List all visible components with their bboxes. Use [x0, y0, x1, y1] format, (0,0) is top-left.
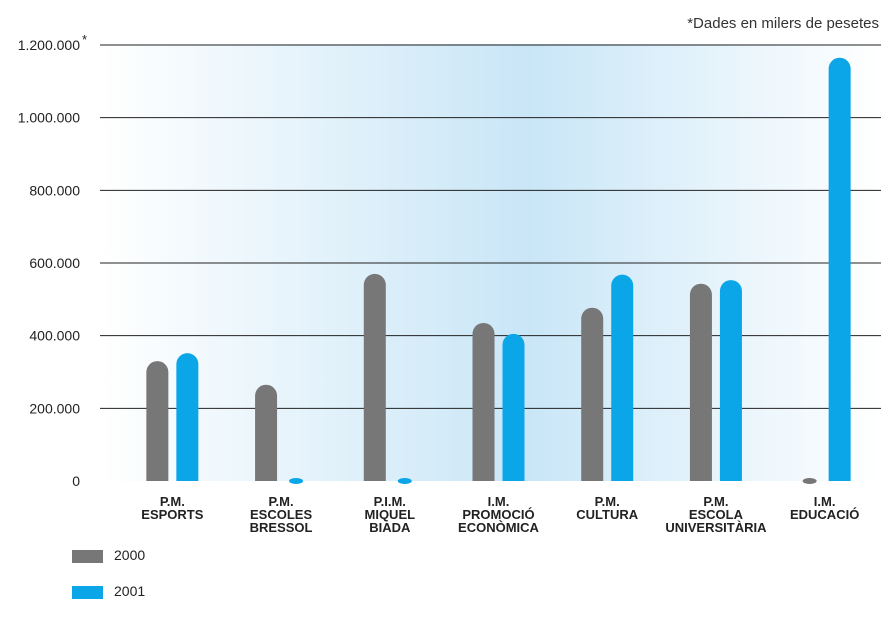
bar-2001-5	[719, 280, 742, 481]
x-axis-labels: P.M. ESPORTS P.M. ESCOLES BRESSOL P.I.M. MIQUE…	[141, 494, 859, 535]
bar-stub-2001-1	[289, 478, 304, 484]
y-tick-label-4: 800.000	[29, 182, 80, 198]
y-tick-label-6: 1.200.000	[18, 37, 80, 53]
legend-swatch-2000	[72, 550, 103, 563]
x-tick-label-1: P.M. ESCOLES BRESSOL	[250, 494, 313, 535]
x-tick-label-2: P.I.M. MIQUEL BIADA	[365, 494, 416, 535]
bar-2001-6	[828, 57, 851, 481]
x-tick-label-6: I.M. EDUCACIÓ	[790, 494, 859, 522]
bar-stub-2000-6	[802, 478, 817, 484]
bar-2001-3	[502, 333, 525, 481]
y-tick-label-1: 200.000	[29, 400, 80, 416]
bar-2000-2	[363, 273, 386, 481]
bar-2000-5	[689, 283, 712, 481]
bars	[146, 57, 851, 484]
x-tick-label-4: P.M. CULTURA	[576, 494, 638, 522]
chart-container: 0 200.000 400.000 600.000 800.000 1.000.000 1.…	[18, 15, 881, 599]
units-note: *Dades en milers de pesetes	[687, 15, 879, 32]
bar-2001-4	[611, 274, 634, 481]
y-tick-label-3: 600.000	[29, 255, 80, 271]
y-axis-asterisk: *	[82, 32, 87, 47]
bar-stub-2001-2	[397, 478, 412, 484]
x-tick-label-5: P.M. ESCOLA UNIVERSITÀRIA	[665, 494, 767, 535]
bar-2001-0	[176, 353, 199, 481]
x-tick-label-0: P.M. ESPORTS	[141, 494, 203, 522]
bar-2000-0	[146, 361, 169, 481]
x-tick-label-3: I.M. PROMOCIÓ ECONÒMICA	[458, 494, 540, 535]
y-tick-label-0: 0	[72, 473, 80, 489]
y-axis-ticks: 0 200.000 400.000 600.000 800.000 1.000.000 1.…	[18, 32, 87, 489]
y-tick-label-5: 1.000.000	[18, 110, 80, 126]
legend-swatch-2001	[72, 586, 103, 599]
y-tick-label-2: 400.000	[29, 328, 80, 344]
bar-2000-3	[472, 322, 495, 481]
bar-2000-1	[255, 384, 278, 481]
legend-label-2001: 2001	[114, 583, 146, 599]
bar-2000-4	[581, 307, 604, 481]
bar-chart: 0 200.000 400.000 600.000 800.000 1.000.000 1.…	[18, 32, 881, 535]
legend-label-2000: 2000	[114, 547, 146, 563]
